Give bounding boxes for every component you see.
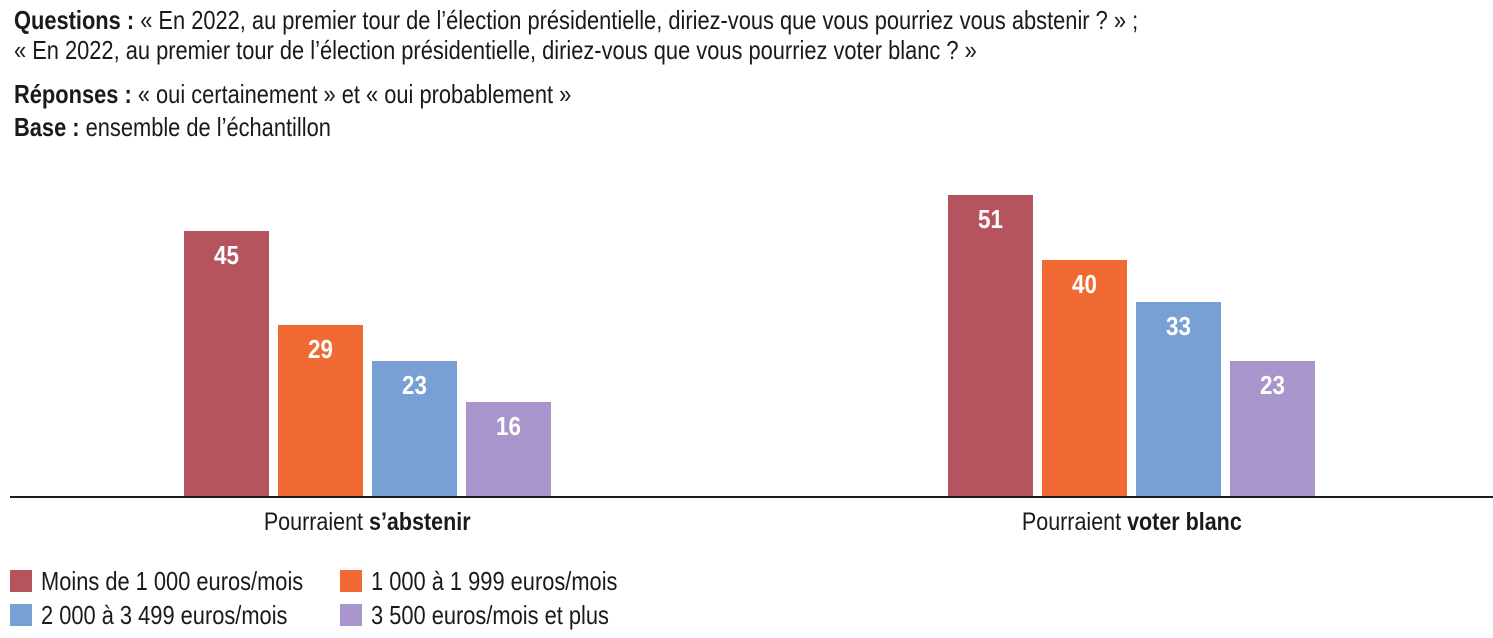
questions-label: Questions : (14, 5, 135, 35)
header-base-line: Base : ensemble de l’échantillon (14, 113, 391, 141)
bar-value-label: 23 (1260, 370, 1285, 400)
bar-group-voter-blanc: 51 40 33 23 (948, 195, 1315, 497)
legend-label-2-000-a-3-499-euros-mois: 2 000 à 3 499 euros/mois (41, 600, 288, 630)
legend-swatch-icon-3-500-euros-mois-et-plus (340, 604, 362, 626)
bar-pourraient-voter-blanc-2-000-a-3-499-euros-mois: 33 (1136, 302, 1221, 497)
bar-pourraient-voter-blanc-moins-de-1-000-euros-mois: 51 (948, 195, 1033, 497)
legend-swatch-icon-1-000-a-1-999-euros-mois (340, 570, 362, 592)
bar-value-label: 16 (496, 411, 521, 441)
axis-label-voter-blanc: Pourraient voter blanc (948, 508, 1315, 537)
bar-pourraient-s-abstenir-1-000-a-1-999-euros-mois: 29 (278, 325, 363, 497)
legend-item-3-500-euros-mois-et-plus: 3 500 euros/mois et plus (340, 602, 664, 628)
x-axis-line (10, 496, 1493, 498)
legend-item-2-000-a-3-499-euros-mois: 2 000 à 3 499 euros/mois (10, 602, 340, 628)
axis-label-voter-blanc-regular: Pourraient (1021, 508, 1127, 536)
responses-text: « oui certainement » et « oui probableme… (137, 79, 572, 109)
base-text: ensemble de l’échantillon (85, 112, 331, 142)
bar-value-label: 40 (1072, 269, 1097, 299)
legend: Moins de 1 000 euros/mois 1 000 à 1 999 e… (10, 568, 664, 628)
bar-value-label: 51 (978, 204, 1003, 234)
legend-label-moins-de-1-000-euros-mois: Moins de 1 000 euros/mois (41, 566, 304, 596)
bar-pourraient-s-abstenir-2-000-a-3-499-euros-mois: 23 (372, 361, 457, 497)
axis-label-abstenir: Pourraient s’abstenir (184, 508, 551, 537)
header-responses-line: Réponses : « oui certainement » et « oui… (14, 80, 677, 108)
legend-label-1-000-a-1-999-euros-mois: 1 000 à 1 999 euros/mois (371, 566, 618, 596)
bar-group-abstenir: 45 29 23 16 (184, 231, 551, 497)
bar-value-label: 33 (1166, 311, 1191, 341)
axis-label-abstenir-bold: s’abstenir (369, 508, 471, 536)
axis-label-abstenir-regular: Pourraient (264, 508, 370, 536)
question-1-text: « En 2022, au premier tour de l’élection… (140, 5, 1139, 35)
bar-pourraient-voter-blanc-3-500-euros-mois-et-plus: 23 (1230, 361, 1315, 497)
base-label: Base : (14, 112, 80, 142)
bar-pourraient-voter-blanc-1-000-a-1-999-euros-mois: 40 (1042, 260, 1127, 497)
bar-value-label: 29 (308, 334, 333, 364)
legend-item-moins-de-1-000-euros-mois: Moins de 1 000 euros/mois (10, 568, 340, 594)
responses-label: Réponses : (14, 79, 132, 109)
bar-pourraient-s-abstenir-moins-de-1-000-euros-mois: 45 (184, 231, 269, 497)
bar-value-label: 23 (402, 370, 427, 400)
bar-value-label: 45 (214, 240, 239, 270)
bar-pourraient-s-abstenir-3-500-euros-mois-et-plus: 16 (466, 402, 551, 497)
question-2-text: « En 2022, au premier tour de l’élection… (14, 35, 977, 65)
header-questions-line-1: Questions : « En 2022, au premier tour d… (14, 6, 1352, 34)
axis-label-voter-blanc-bold: voter blanc (1126, 508, 1242, 536)
legend-item-1-000-a-1-999-euros-mois: 1 000 à 1 999 euros/mois (340, 568, 664, 594)
legend-swatch-icon-moins-de-1-000-euros-mois (10, 570, 32, 592)
legend-swatch-icon-2-000-a-3-499-euros-mois (10, 604, 32, 626)
header-questions-line-2: « En 2022, au premier tour de l’élection… (14, 36, 1160, 64)
legend-label-3-500-euros-mois-et-plus: 3 500 euros/mois et plus (371, 600, 609, 630)
